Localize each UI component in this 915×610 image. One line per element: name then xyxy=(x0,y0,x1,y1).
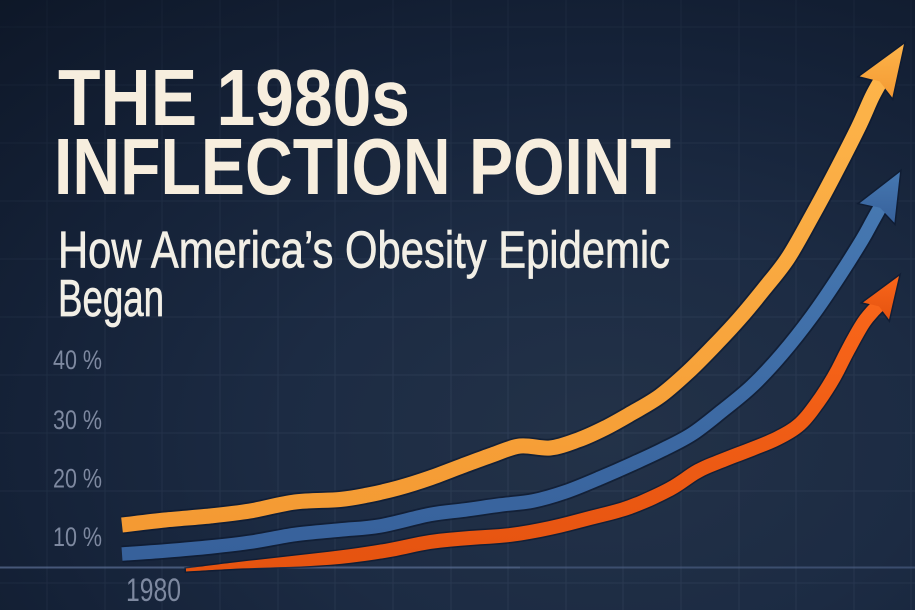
svg-text:40 %: 40 % xyxy=(53,345,102,375)
svg-text:THE 1980s: THE 1980s xyxy=(58,53,410,142)
svg-text:10 %: 10 % xyxy=(53,522,102,552)
svg-text:Began: Began xyxy=(58,270,164,328)
svg-text:How America’s Obesity Epidemic: How America’s Obesity Epidemic xyxy=(58,222,670,280)
svg-text:30 %: 30 % xyxy=(53,405,102,435)
svg-text:20 %: 20 % xyxy=(53,464,102,494)
svg-text:INFLECTION POINT: INFLECTION POINT xyxy=(54,122,671,211)
svg-text:1980: 1980 xyxy=(126,572,181,608)
